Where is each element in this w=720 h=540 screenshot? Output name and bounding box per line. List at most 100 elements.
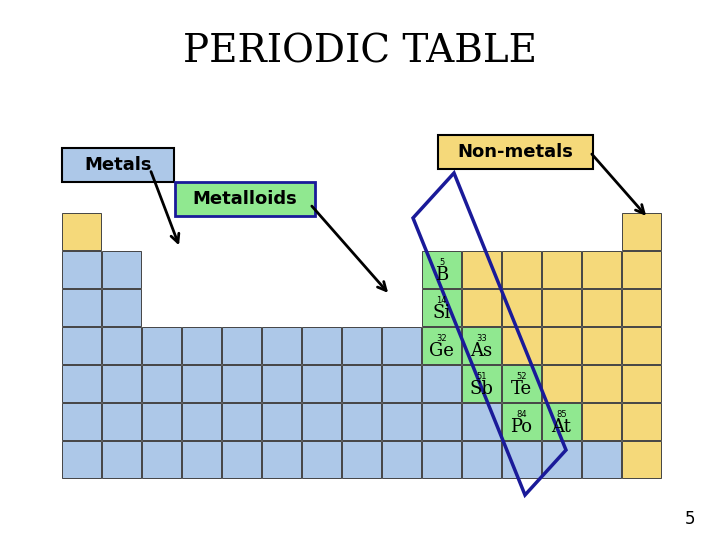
Bar xyxy=(502,289,541,326)
Bar xyxy=(302,441,341,478)
Text: 84: 84 xyxy=(516,410,527,419)
Text: Te: Te xyxy=(511,381,532,399)
Bar xyxy=(302,365,341,402)
Bar xyxy=(62,148,174,182)
Bar xyxy=(262,403,301,440)
Bar xyxy=(182,403,221,440)
Bar xyxy=(342,441,381,478)
Bar xyxy=(382,441,421,478)
Bar xyxy=(342,403,381,440)
Bar xyxy=(182,441,221,478)
Text: 14: 14 xyxy=(436,296,446,305)
Bar xyxy=(262,365,301,402)
Bar xyxy=(542,289,581,326)
Text: 52: 52 xyxy=(516,372,527,381)
Bar xyxy=(438,135,593,169)
Bar xyxy=(542,403,581,440)
Bar xyxy=(582,403,621,440)
Bar xyxy=(582,365,621,402)
Bar xyxy=(622,327,661,364)
Bar xyxy=(382,365,421,402)
Bar xyxy=(182,327,221,364)
Bar xyxy=(422,251,461,288)
Bar xyxy=(462,251,501,288)
Bar xyxy=(622,365,661,402)
Bar xyxy=(222,365,261,402)
Bar xyxy=(622,403,661,440)
Bar xyxy=(502,327,541,364)
Bar xyxy=(262,441,301,478)
Bar xyxy=(222,403,261,440)
Text: Si: Si xyxy=(433,305,451,322)
Bar xyxy=(142,441,181,478)
Text: B: B xyxy=(435,267,448,285)
Bar xyxy=(502,441,541,478)
Bar xyxy=(182,365,221,402)
Bar xyxy=(175,182,315,216)
Bar xyxy=(462,441,501,478)
Bar xyxy=(62,213,101,250)
Bar xyxy=(462,403,501,440)
Bar xyxy=(102,365,141,402)
Bar xyxy=(582,251,621,288)
Bar xyxy=(622,251,661,288)
Bar xyxy=(382,327,421,364)
Bar xyxy=(462,365,501,402)
Bar xyxy=(542,327,581,364)
Bar xyxy=(422,365,461,402)
Bar xyxy=(222,441,261,478)
Bar xyxy=(342,327,381,364)
Text: PERIODIC TABLE: PERIODIC TABLE xyxy=(183,33,537,71)
Text: Metals: Metals xyxy=(84,156,152,174)
Bar xyxy=(382,403,421,440)
Bar xyxy=(462,327,501,364)
Bar xyxy=(102,441,141,478)
Bar xyxy=(542,251,581,288)
Bar xyxy=(422,289,461,326)
Bar xyxy=(302,403,341,440)
Bar xyxy=(142,327,181,364)
Bar xyxy=(62,441,101,478)
Bar xyxy=(422,327,461,364)
Bar xyxy=(62,289,101,326)
Text: As: As xyxy=(470,342,492,361)
Bar xyxy=(102,251,141,288)
Bar xyxy=(422,403,461,440)
Bar xyxy=(502,251,541,288)
Bar xyxy=(222,327,261,364)
Text: Non-metals: Non-metals xyxy=(457,143,573,161)
Bar xyxy=(342,365,381,402)
Text: 32: 32 xyxy=(436,334,447,343)
Text: 85: 85 xyxy=(556,410,567,419)
Bar xyxy=(542,441,581,478)
Bar xyxy=(62,365,101,402)
Bar xyxy=(542,365,581,402)
Bar xyxy=(622,289,661,326)
Bar xyxy=(62,327,101,364)
Bar xyxy=(622,441,661,478)
Bar xyxy=(102,289,141,326)
Bar xyxy=(142,365,181,402)
Text: Sb: Sb xyxy=(469,381,493,399)
Bar xyxy=(302,327,341,364)
Bar xyxy=(262,327,301,364)
Bar xyxy=(502,403,541,440)
Bar xyxy=(582,441,621,478)
Bar xyxy=(502,365,541,402)
Bar xyxy=(582,289,621,326)
Bar xyxy=(142,403,181,440)
Text: 33: 33 xyxy=(476,334,487,343)
Text: Metalloids: Metalloids xyxy=(193,190,297,208)
Bar xyxy=(102,327,141,364)
Text: 51: 51 xyxy=(476,372,487,381)
Bar xyxy=(582,327,621,364)
Text: At: At xyxy=(552,418,572,436)
Text: Po: Po xyxy=(510,418,533,436)
Bar xyxy=(422,441,461,478)
Text: 5: 5 xyxy=(439,258,444,267)
Text: Ge: Ge xyxy=(429,342,454,361)
Bar xyxy=(102,403,141,440)
Text: 5: 5 xyxy=(685,510,695,528)
Bar xyxy=(622,213,661,250)
Bar xyxy=(62,403,101,440)
